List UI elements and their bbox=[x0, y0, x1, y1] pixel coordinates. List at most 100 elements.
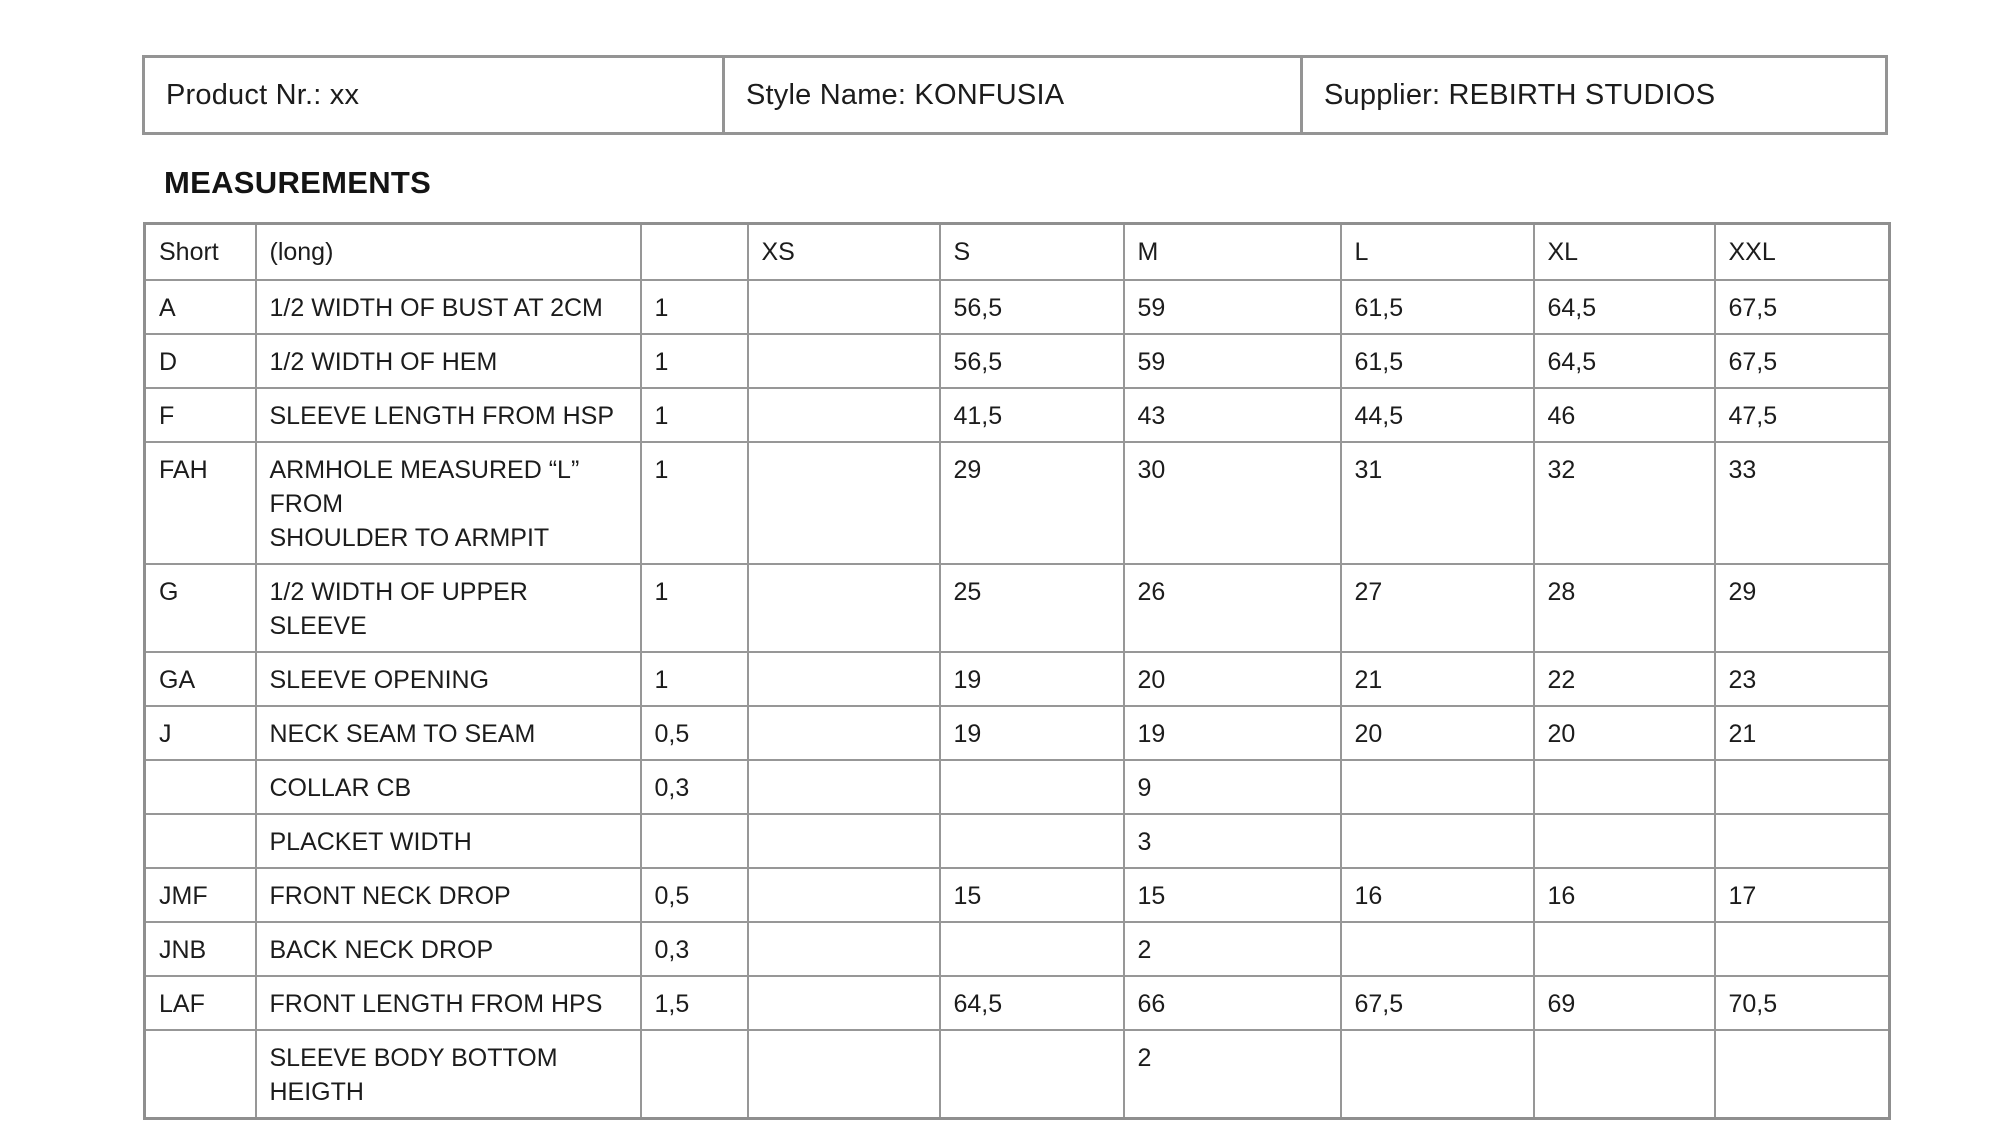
cell-xxl: 47,5 bbox=[1713, 386, 1891, 443]
cell-xxl bbox=[1713, 758, 1891, 815]
table-row: J NECK SEAM TO SEAM 0,5 19 19 20 20 21 bbox=[143, 704, 1891, 761]
product-info-bar: Product Nr.: xx Style Name: KONFUSIA Sup… bbox=[142, 55, 1888, 135]
cell-s: 25 bbox=[938, 562, 1125, 653]
column-header-xs: XS bbox=[746, 222, 941, 281]
table-row: JNB BACK NECK DROP 0,3 2 bbox=[143, 920, 1891, 977]
cell-short bbox=[143, 1028, 257, 1119]
product-nr-field: Product Nr.: xx bbox=[145, 58, 725, 132]
cell-xs bbox=[746, 440, 941, 565]
cell-long: 1/2 WIDTH OF UPPER SLEEVE bbox=[254, 562, 642, 653]
cell-xs bbox=[746, 386, 941, 443]
cell-long: BACK NECK DROP bbox=[254, 920, 642, 977]
cell-xl: 64,5 bbox=[1532, 332, 1716, 389]
cell-tol: 1 bbox=[639, 562, 749, 653]
cell-xs bbox=[746, 704, 941, 761]
cell-l bbox=[1339, 920, 1535, 977]
cell-s bbox=[938, 920, 1125, 977]
cell-l: 21 bbox=[1339, 650, 1535, 707]
measurements-heading: MEASUREMENTS bbox=[164, 165, 432, 200]
cell-m: 59 bbox=[1122, 278, 1342, 335]
column-header-m: M bbox=[1122, 222, 1342, 281]
column-header-long: (long) bbox=[254, 222, 642, 281]
table-row: A 1/2 WIDTH OF BUST AT 2CM 1 56,5 59 61,5 64,5… bbox=[143, 278, 1891, 335]
cell-xl: 64,5 bbox=[1532, 278, 1716, 335]
cell-m: 9 bbox=[1122, 758, 1342, 815]
cell-m: 2 bbox=[1122, 1028, 1342, 1119]
cell-l: 61,5 bbox=[1339, 278, 1535, 335]
cell-xs bbox=[746, 332, 941, 389]
column-header-xxl: XXL bbox=[1713, 222, 1891, 281]
cell-m: 3 bbox=[1122, 812, 1342, 869]
cell-tol: 1 bbox=[639, 440, 749, 565]
cell-xs bbox=[746, 812, 941, 869]
cell-xl bbox=[1532, 758, 1716, 815]
cell-l: 44,5 bbox=[1339, 386, 1535, 443]
cell-xxl: 21 bbox=[1713, 704, 1891, 761]
table-row: F SLEEVE LENGTH FROM HSP 1 41,5 43 44,5 46 47,5 bbox=[143, 386, 1891, 443]
cell-short: A bbox=[143, 278, 257, 335]
cell-xxl: 67,5 bbox=[1713, 278, 1891, 335]
cell-long: SLEEVE LENGTH FROM HSP bbox=[254, 386, 642, 443]
cell-tol: 1 bbox=[639, 332, 749, 389]
cell-long: 1/2 WIDTH OF HEM bbox=[254, 332, 642, 389]
cell-xxl: 23 bbox=[1713, 650, 1891, 707]
cell-xl: 69 bbox=[1532, 974, 1716, 1031]
column-header-tolerance bbox=[639, 222, 749, 281]
cell-long: FRONT LENGTH FROM HPS bbox=[254, 974, 642, 1031]
cell-s bbox=[938, 812, 1125, 869]
cell-short: FAH bbox=[143, 440, 257, 565]
column-header-short: Short bbox=[143, 222, 257, 281]
cell-xl bbox=[1532, 920, 1716, 977]
cell-short bbox=[143, 758, 257, 815]
measurements-table: Short (long) XS S M L XL XXL A 1/2 WIDTH … bbox=[143, 222, 1891, 1120]
table-row: SLEEVE BODY BOTTOM HEIGTH 2 bbox=[143, 1028, 1891, 1119]
cell-short: G bbox=[143, 562, 257, 653]
cell-xxl: 29 bbox=[1713, 562, 1891, 653]
cell-xxl bbox=[1713, 920, 1891, 977]
cell-xs bbox=[746, 758, 941, 815]
cell-m: 15 bbox=[1122, 866, 1342, 923]
cell-short: D bbox=[143, 332, 257, 389]
table-row: PLACKET WIDTH 3 bbox=[143, 812, 1891, 869]
cell-xs bbox=[746, 650, 941, 707]
cell-s: 56,5 bbox=[938, 278, 1125, 335]
cell-long: 1/2 WIDTH OF BUST AT 2CM bbox=[254, 278, 642, 335]
cell-xxl: 33 bbox=[1713, 440, 1891, 565]
cell-l bbox=[1339, 758, 1535, 815]
cell-s: 15 bbox=[938, 866, 1125, 923]
cell-l: 27 bbox=[1339, 562, 1535, 653]
table-row: G 1/2 WIDTH OF UPPER SLEEVE 1 25 26 27 28 29 bbox=[143, 562, 1891, 653]
cell-short: JMF bbox=[143, 866, 257, 923]
style-name-field: Style Name: KONFUSIA bbox=[725, 58, 1303, 132]
cell-tol: 1 bbox=[639, 386, 749, 443]
cell-xxl: 67,5 bbox=[1713, 332, 1891, 389]
cell-xl bbox=[1532, 1028, 1716, 1119]
cell-xs bbox=[746, 562, 941, 653]
cell-m: 26 bbox=[1122, 562, 1342, 653]
table-row: D 1/2 WIDTH OF HEM 1 56,5 59 61,5 64,5 67,5 bbox=[143, 332, 1891, 389]
cell-short: GA bbox=[143, 650, 257, 707]
column-header-l: L bbox=[1339, 222, 1535, 281]
cell-l bbox=[1339, 1028, 1535, 1119]
column-header-s: S bbox=[938, 222, 1125, 281]
table-row: COLLAR CB 0,3 9 bbox=[143, 758, 1891, 815]
table-row: LAF FRONT LENGTH FROM HPS 1,5 64,5 66 67,5 69 7… bbox=[143, 974, 1891, 1031]
cell-m: 66 bbox=[1122, 974, 1342, 1031]
cell-l: 16 bbox=[1339, 866, 1535, 923]
cell-short: J bbox=[143, 704, 257, 761]
cell-long: PLACKET WIDTH bbox=[254, 812, 642, 869]
cell-tol: 1 bbox=[639, 650, 749, 707]
cell-tol: 0,3 bbox=[639, 758, 749, 815]
cell-l: 61,5 bbox=[1339, 332, 1535, 389]
cell-long: SLEEVE OPENING bbox=[254, 650, 642, 707]
cell-m: 59 bbox=[1122, 332, 1342, 389]
table-row: GA SLEEVE OPENING 1 19 20 21 22 23 bbox=[143, 650, 1891, 707]
cell-m: 2 bbox=[1122, 920, 1342, 977]
table-row: JMF FRONT NECK DROP 0,5 15 15 16 16 17 bbox=[143, 866, 1891, 923]
column-header-xl: XL bbox=[1532, 222, 1716, 281]
cell-m: 30 bbox=[1122, 440, 1342, 565]
cell-s: 19 bbox=[938, 704, 1125, 761]
cell-xs bbox=[746, 278, 941, 335]
cell-tol bbox=[639, 1028, 749, 1119]
